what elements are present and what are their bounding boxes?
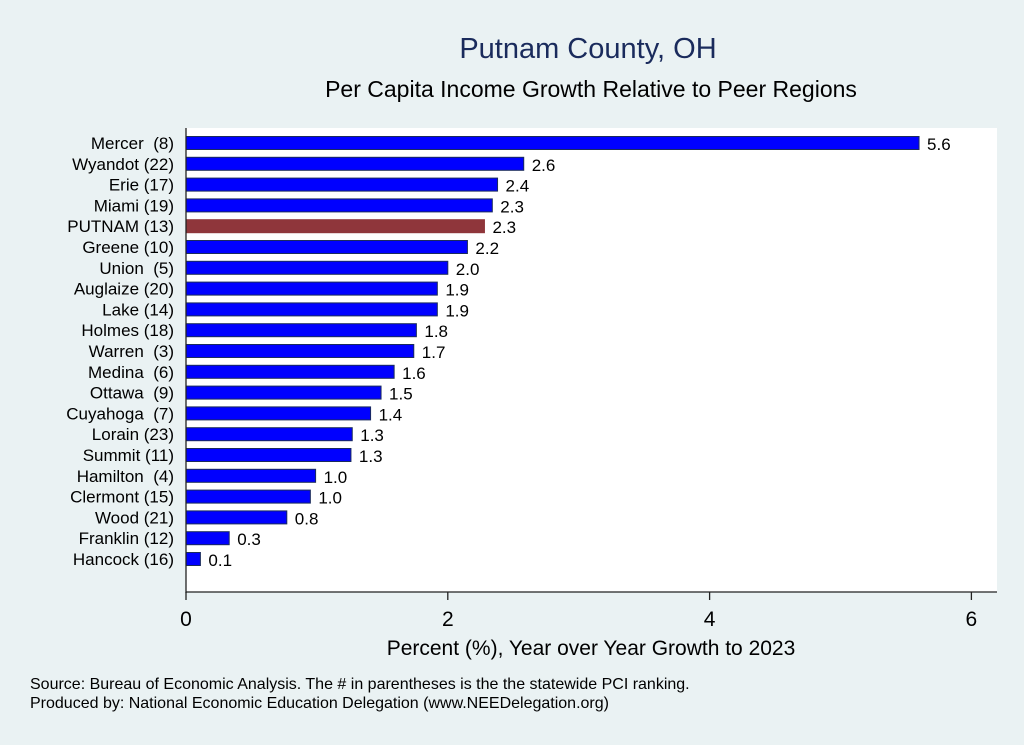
data-label: 1.3 [360, 426, 384, 445]
bar [185, 302, 438, 317]
bar [185, 552, 201, 566]
bar [185, 156, 525, 171]
data-label: 2.3 [492, 218, 516, 237]
bar [185, 177, 499, 192]
data-label: 1.7 [422, 343, 446, 362]
data-label: 0.1 [208, 551, 232, 570]
category-label: Summit (11) [83, 446, 174, 465]
category-label: Ottawa (9) [90, 384, 174, 403]
category-label: Lorain (23) [92, 425, 174, 444]
data-label: 1.9 [445, 301, 469, 320]
data-label: 1.6 [402, 364, 426, 383]
data-label: 5.6 [927, 135, 951, 154]
category-label: Holmes (18) [81, 321, 174, 340]
data-label: 2.3 [500, 197, 524, 216]
category-label: Union (5) [99, 259, 174, 278]
data-label: 1.9 [445, 281, 469, 300]
bar [185, 136, 920, 150]
bar [185, 385, 382, 400]
data-label: 1.0 [324, 468, 348, 487]
x-tick-label: 2 [442, 608, 454, 631]
category-label: Auglaize (20) [74, 280, 174, 299]
category-label: Warren (3) [89, 342, 174, 361]
bar [185, 240, 468, 254]
category-label: Greene (10) [82, 238, 174, 257]
bar [185, 531, 230, 546]
data-label: 1.4 [379, 405, 403, 424]
bar-highlight [185, 219, 485, 234]
category-label: Franklin (12) [79, 529, 174, 548]
bar [185, 323, 417, 338]
data-label: 2.0 [456, 260, 480, 279]
category-label: Miami (19) [94, 196, 174, 215]
data-label: 1.5 [389, 385, 413, 404]
bar [185, 406, 372, 421]
category-label: PUTNAM (13) [67, 217, 174, 236]
bar [185, 198, 493, 213]
bar [185, 448, 352, 462]
footnote-producer: Produced by: National Economic Education… [30, 695, 609, 712]
category-label: Hancock (16) [73, 550, 174, 569]
category-label: Wyandot (22) [72, 155, 174, 174]
data-label: 1.3 [359, 447, 383, 466]
bar [185, 427, 353, 442]
data-label: 2.4 [506, 177, 530, 196]
category-label: Erie (17) [109, 176, 174, 195]
data-label: 2.2 [475, 239, 499, 258]
data-label: 0.3 [237, 530, 261, 549]
bar [185, 364, 395, 379]
data-label: 1.8 [424, 322, 448, 341]
data-label: 2.6 [532, 156, 556, 175]
category-label: Medina (6) [88, 363, 174, 382]
bar [185, 510, 288, 525]
chart-subtitle: Per Capita Income Growth Relative to Pee… [325, 76, 857, 102]
x-tick-label: 0 [180, 608, 192, 631]
category-label: Mercer (8) [91, 134, 174, 153]
footnote-source: Source: Bureau of Economic Analysis. The… [30, 676, 690, 693]
bar [185, 260, 449, 275]
category-label: Wood (21) [95, 508, 174, 527]
category-label: Lake (14) [102, 300, 174, 319]
category-label: Hamilton (4) [77, 467, 174, 486]
x-tick-label: 6 [966, 608, 978, 631]
data-label: 1.0 [318, 489, 342, 508]
bar [185, 489, 311, 504]
bar [185, 344, 415, 358]
x-axis-label: Percent (%), Year over Year Growth to 20… [387, 637, 796, 660]
data-label: 0.8 [295, 509, 319, 528]
category-label: Clermont (15) [70, 488, 174, 507]
bar [185, 281, 438, 296]
chart-title: Putnam County, OH [459, 33, 716, 65]
category-label: Cuyahoga (7) [66, 404, 174, 423]
x-tick-label: 4 [704, 608, 716, 631]
bar [185, 468, 317, 483]
